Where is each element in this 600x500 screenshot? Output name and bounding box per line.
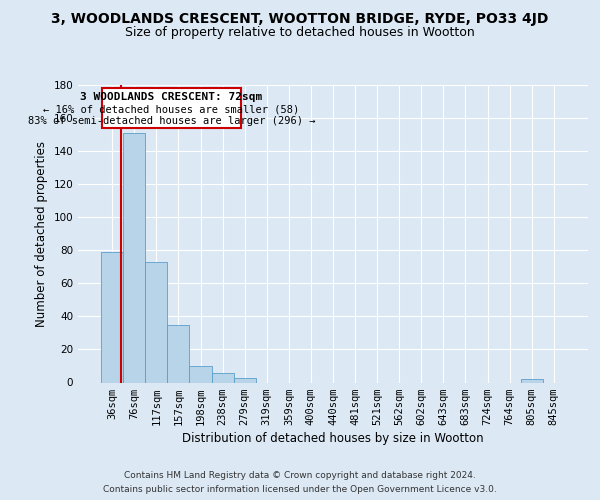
Bar xyxy=(123,133,145,382)
Bar xyxy=(145,262,167,382)
Bar xyxy=(167,324,190,382)
Bar xyxy=(190,366,212,382)
Bar xyxy=(101,252,123,382)
Text: Contains public sector information licensed under the Open Government Licence v3: Contains public sector information licen… xyxy=(103,484,497,494)
X-axis label: Distribution of detached houses by size in Wootton: Distribution of detached houses by size … xyxy=(182,432,484,445)
Text: 83% of semi-detached houses are larger (296) →: 83% of semi-detached houses are larger (… xyxy=(28,116,315,126)
Bar xyxy=(233,378,256,382)
Text: ← 16% of detached houses are smaller (58): ← 16% of detached houses are smaller (58… xyxy=(43,104,299,114)
Y-axis label: Number of detached properties: Number of detached properties xyxy=(35,141,48,327)
FancyBboxPatch shape xyxy=(101,88,241,128)
Text: Contains HM Land Registry data © Crown copyright and database right 2024.: Contains HM Land Registry data © Crown c… xyxy=(124,472,476,480)
Bar xyxy=(212,372,233,382)
Text: Size of property relative to detached houses in Wootton: Size of property relative to detached ho… xyxy=(125,26,475,39)
Text: 3 WOODLANDS CRESCENT: 72sqm: 3 WOODLANDS CRESCENT: 72sqm xyxy=(80,92,263,102)
Text: 3, WOODLANDS CRESCENT, WOOTTON BRIDGE, RYDE, PO33 4JD: 3, WOODLANDS CRESCENT, WOOTTON BRIDGE, R… xyxy=(52,12,548,26)
Bar xyxy=(521,379,543,382)
